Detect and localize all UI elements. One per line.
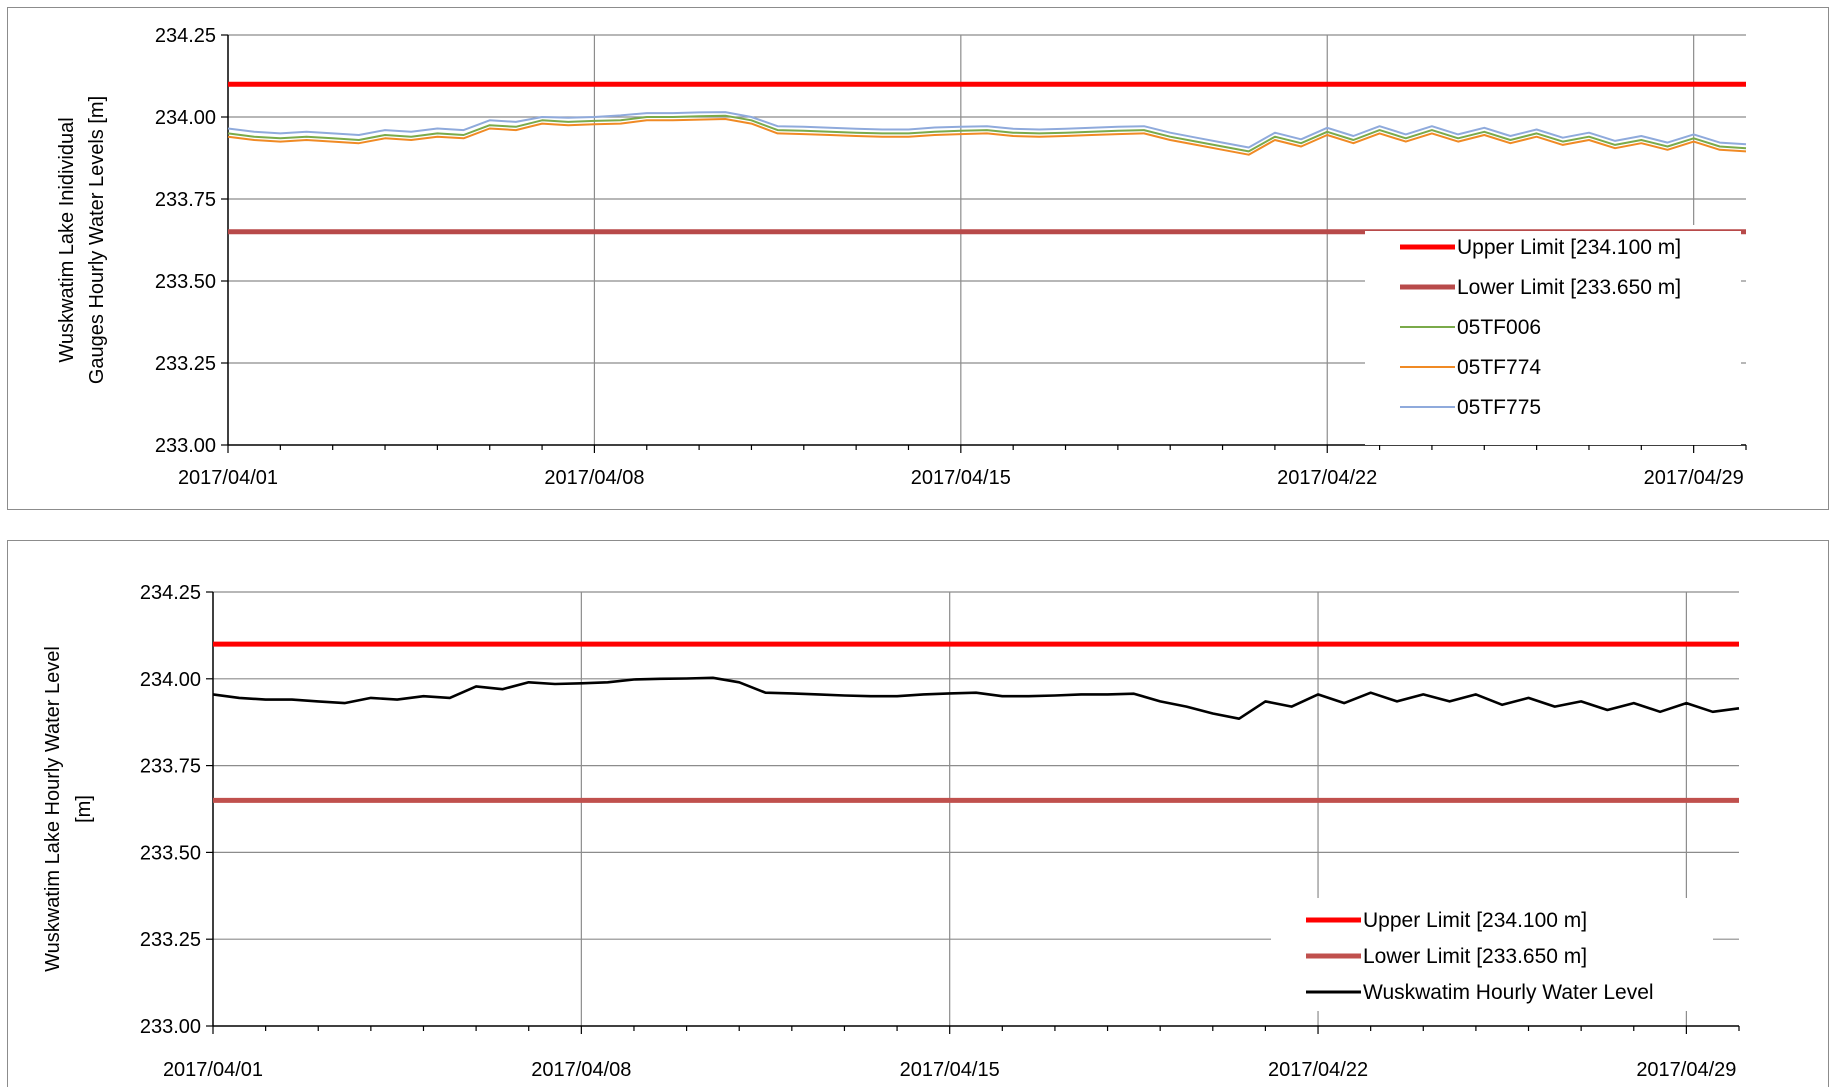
legend-entries: Upper Limit [234.100 m] Lower Limit [233.…	[1365, 231, 1741, 429]
legend-label: 05TF006	[1457, 316, 1541, 339]
legend-entry-bg	[1365, 391, 1741, 429]
chart-svg-bottom: 233.00 233.25 233.50 233.75 234.00 234.25 2017…	[42, 582, 1740, 1081]
y-tick-label: 234.25	[155, 25, 216, 47]
legend-label: 05TF774	[1457, 356, 1541, 379]
series-group	[227, 111, 1747, 156]
y-tick-label: 233.75	[155, 189, 216, 211]
x-tick-label: 2017/04/29	[1644, 467, 1744, 489]
y-axis-title: Wuskwatim Lake Inidividual	[56, 117, 78, 362]
x-tick-label: 2017/04/08	[531, 1059, 631, 1081]
y-axis-title: Wuskwatim Lake Hourly Water Level	[42, 646, 64, 972]
y-tick-label: 234.25	[140, 582, 201, 604]
y-axis-title: [m]	[73, 795, 95, 823]
x-tick-label: 2017/04/15	[911, 467, 1011, 489]
legend-label: Wuskwatim Hourly Water Level	[1363, 981, 1654, 1004]
legend-entry-bg	[1365, 311, 1741, 349]
x-tick-label: 2017/04/15	[900, 1059, 1000, 1081]
chart-panel-top: 233.00 233.25 233.50 233.75 234.00 234.25 2017…	[7, 7, 1829, 510]
x-tick-label: 2017/04/01	[163, 1059, 263, 1081]
series-group	[212, 676, 1740, 720]
legend-label: Lower Limit [233.650 m]	[1363, 945, 1587, 968]
y-tick-label: 233.50	[155, 271, 216, 293]
legend-entries: Upper Limit [234.100 m] Lower Limit [233.…	[1271, 904, 1713, 1010]
legend-entry-bg	[1365, 231, 1741, 269]
x-tick-label: 2017/04/29	[1636, 1059, 1736, 1081]
y-tick-label: 233.00	[140, 1016, 201, 1038]
series-line-05tf775	[227, 111, 1747, 149]
legend-entry-bg	[1365, 351, 1741, 389]
y-tick-label: 234.00	[155, 107, 216, 129]
legend-label: Upper Limit [234.100 m]	[1363, 909, 1587, 932]
y-tick-label: 233.25	[140, 929, 201, 951]
grid	[213, 591, 1739, 1026]
x-tick-label: 2017/04/22	[1268, 1059, 1368, 1081]
y-tick-label: 233.00	[155, 435, 216, 457]
chart-svg-top: 233.00 233.25 233.50 233.75 234.00 234.25 2017…	[56, 25, 1747, 489]
series-line-05tf774	[227, 118, 1747, 156]
legend-label: Upper Limit [234.100 m]	[1457, 236, 1681, 259]
series-line-05tf006	[227, 114, 1747, 153]
legend-entry-bg	[1365, 271, 1741, 309]
y-tick-label: 234.00	[140, 669, 201, 691]
x-tick-label: 2017/04/22	[1277, 467, 1377, 489]
y-axis-title: Gauges Hourly Water Levels [m]	[86, 96, 108, 384]
chart-panel-bottom: 233.00 233.25 233.50 233.75 234.00 234.25 2017…	[7, 540, 1829, 1087]
x-tick-label: 2017/04/08	[544, 467, 644, 489]
y-tick-label: 233.25	[155, 353, 216, 375]
legend-label: 05TF775	[1457, 396, 1541, 419]
legend-label: Lower Limit [233.650 m]	[1457, 276, 1681, 299]
x-tick-label: 2017/04/01	[178, 467, 278, 489]
series-line-wuskwatim-hourly-water-level	[212, 676, 1740, 720]
y-tick-label: 233.50	[140, 842, 201, 864]
y-tick-label: 233.75	[140, 756, 201, 778]
